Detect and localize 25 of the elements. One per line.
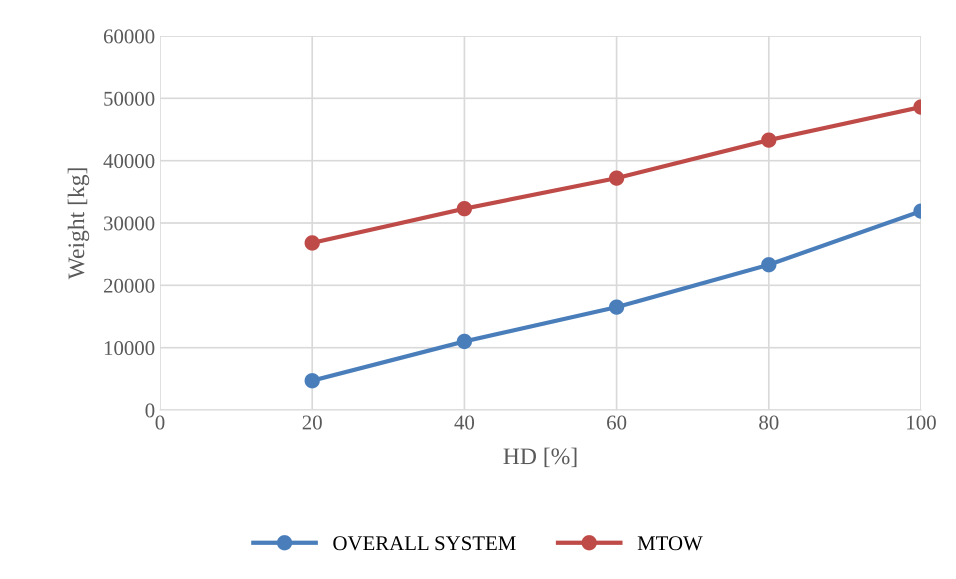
y-tick-label: 50000 (104, 92, 154, 106)
x-tick-label: 60 (607, 415, 626, 430)
point (761, 132, 776, 148)
x-axis-title: HD [%] (503, 448, 576, 468)
y-axis-title: Weight [kg] (68, 168, 90, 280)
x-tick-label: 80 (759, 415, 778, 430)
point (456, 201, 472, 216)
point (456, 334, 472, 350)
point (304, 373, 320, 388)
y-tick-label: 30000 (104, 216, 154, 230)
y-tick-label: 0 (146, 403, 154, 418)
point (304, 235, 320, 251)
legend-label: MTOW (638, 536, 703, 550)
x-tick-label: 100 (907, 415, 936, 430)
y-tick-label: 40000 (103, 154, 154, 168)
y-tick-label: 60000 (104, 29, 154, 44)
x-tick-label: 0 (156, 415, 164, 430)
y-tick-label: 20000 (104, 278, 154, 293)
point (608, 300, 624, 315)
point (608, 170, 624, 186)
point (761, 257, 776, 272)
x-tick-label: 20 (302, 415, 322, 430)
x-tick-label: 40 (454, 415, 474, 430)
y-tick-label: 10000 (104, 341, 154, 356)
legend-label: OVERALL SYSTEM (333, 536, 516, 550)
